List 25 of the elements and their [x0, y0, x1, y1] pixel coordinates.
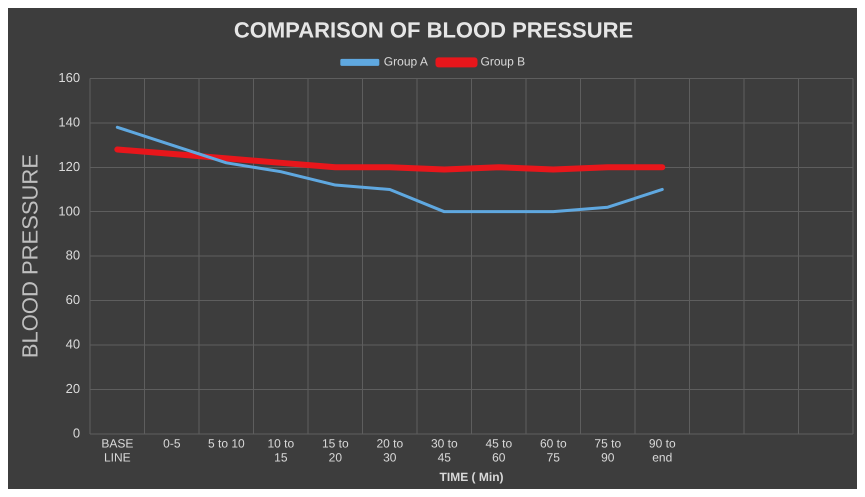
x-tick-label: 0-5 — [163, 436, 181, 450]
x-tick-label: 15 to 20 — [322, 436, 349, 465]
y-tick-label: 40 — [66, 336, 80, 352]
x-tick-label: 10 to 15 — [267, 436, 294, 465]
x-tick-label: 90 to end — [648, 436, 676, 465]
y-tick-label: 100 — [58, 203, 80, 218]
x-axis-title: TIME ( Min) — [440, 470, 504, 484]
legend-label: Group B — [480, 54, 526, 69]
chart-title: COMPARISON OF BLOOD PRESSURE — [234, 17, 634, 42]
x-tick-label: 45 to 60 — [485, 436, 512, 465]
x-tick-label: 60 to 75 — [540, 436, 567, 465]
y-tick-label: 20 — [66, 380, 80, 396]
y-tick-label: 0 — [72, 425, 80, 440]
legend-label: Group A — [384, 54, 428, 69]
x-tick-label: 30 to 45 — [430, 436, 458, 465]
x-tick-label: BASE LINE — [101, 436, 134, 465]
y-tick-label: 80 — [66, 248, 80, 263]
x-tick-label: 75 to 90 — [594, 436, 622, 465]
y-axis-title: BLOOD PRESSURE — [17, 154, 42, 358]
y-tick-label: 60 — [66, 292, 80, 308]
y-tick-label: 160 — [58, 70, 80, 85]
y-tick-label: 120 — [58, 158, 80, 174]
y-tick-label: 140 — [58, 114, 80, 130]
x-tick-label: 20 to 30 — [376, 436, 404, 465]
x-tick-label: 5 to 10 — [208, 436, 245, 450]
